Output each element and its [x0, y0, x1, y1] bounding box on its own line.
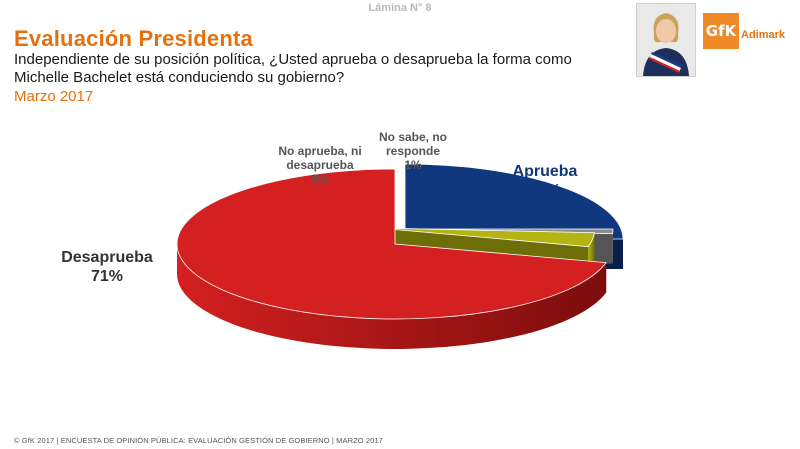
page-title: Evaluación Presidenta — [14, 26, 253, 51]
slice-label-line: 25% — [529, 182, 561, 199]
slice-label: Desaprueba 71% — [61, 249, 153, 285]
slice-label-line: Desaprueba — [61, 249, 153, 266]
survey-date: Marzo 2017 — [14, 88, 94, 105]
slice-label: No sabe, no responde 1% — [379, 130, 447, 172]
slice-label-line: 71% — [91, 268, 123, 285]
survey-question: Independiente de su posición política, ¿… — [14, 51, 634, 87]
president-portrait — [636, 3, 696, 77]
slice-label: Aprueba 25% — [513, 163, 578, 199]
slice-label-line: Aprueba — [513, 163, 578, 180]
pie-slice — [176, 168, 607, 350]
slice-top — [376, 227, 596, 248]
footer-copyright: © GfK 2017 | ENCUESTA DE OPINIÓN PÚBLICA… — [14, 436, 383, 445]
adimark-logo-text: Adimark — [741, 29, 786, 41]
question-line-2: Michelle Bachelet está conduciendo su go… — [14, 69, 345, 86]
slice-label-line: No aprueba, ni — [278, 144, 361, 158]
slice-label: No aprueba, ni desaprueba 3% — [278, 144, 361, 186]
slice-side — [177, 244, 607, 350]
slice-label-line: responde — [386, 144, 440, 158]
slice-label-line: 1% — [404, 158, 422, 172]
slice-label-line: desaprueba — [286, 158, 354, 172]
slice-top — [176, 168, 607, 320]
slice-label-line: No sabe, no — [379, 130, 447, 144]
gfk-logo: GfK — [703, 13, 739, 49]
slice-label-line: 3% — [311, 172, 329, 186]
question-line-1: Independiente de su posición política, ¿… — [14, 51, 572, 68]
slice-top — [404, 163, 624, 240]
slide-number: Lámina N° 8 — [368, 2, 432, 14]
